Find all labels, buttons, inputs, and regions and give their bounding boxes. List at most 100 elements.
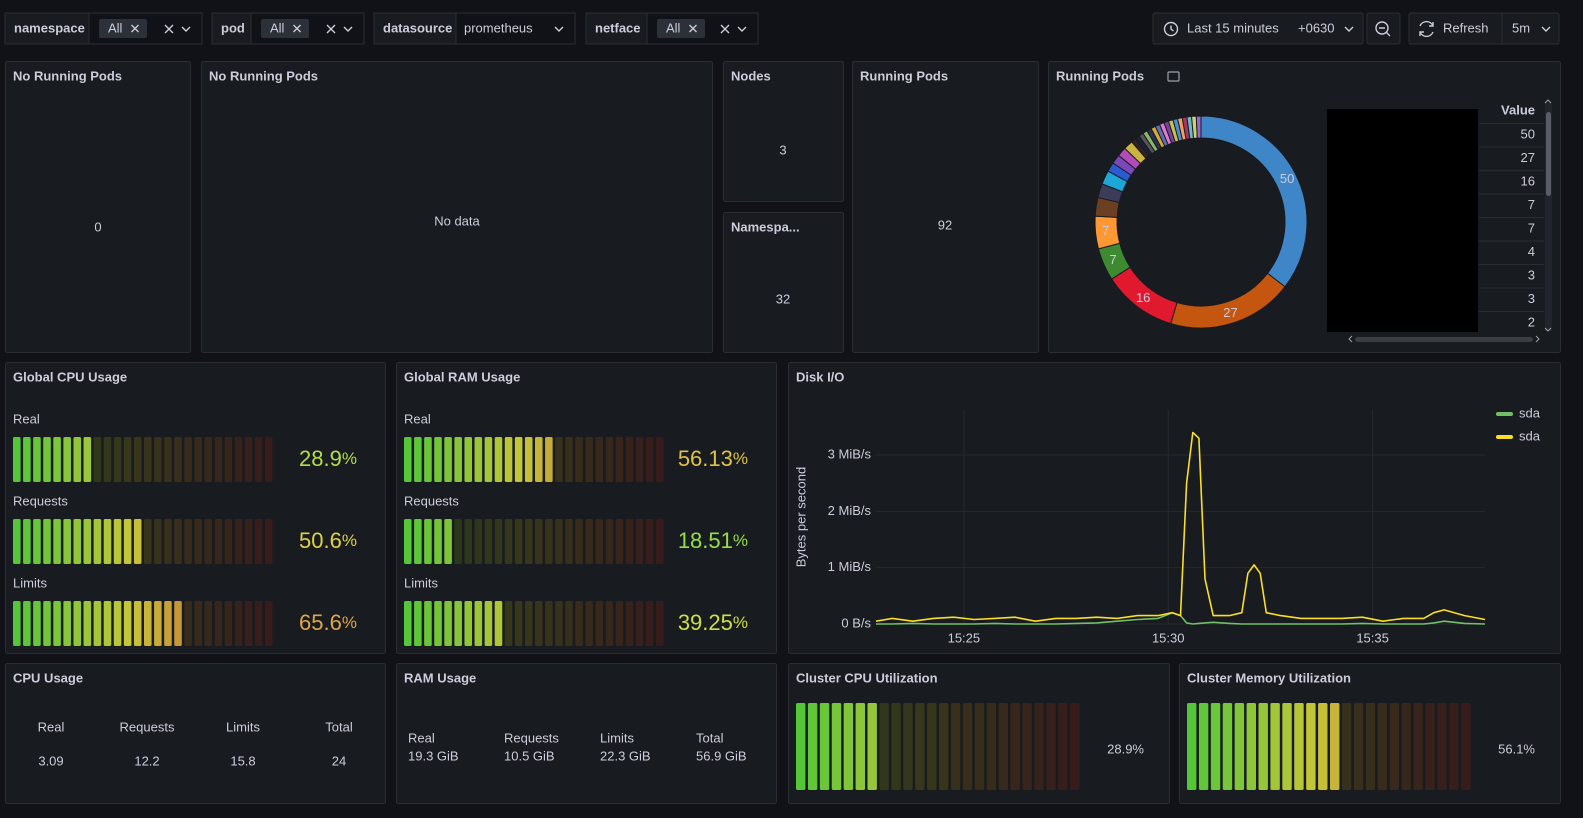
- gauge-cell: [655, 437, 664, 482]
- refresh-button[interactable]: [1408, 12, 1560, 45]
- clear-icon[interactable]: [164, 24, 174, 34]
- gauge-cell: [1010, 703, 1020, 790]
- stat-label: Limits: [600, 730, 634, 745]
- gauge-cell: [464, 437, 473, 482]
- clock-hand: [1170, 25, 1174, 32]
- gauge-cell: [63, 437, 71, 482]
- stat-label: Limits: [226, 719, 260, 734]
- gauge-cell: [555, 601, 563, 646]
- variable-label: namespace: [14, 20, 85, 35]
- gauge-cell: [204, 437, 213, 482]
- gauge-cell: [1187, 703, 1197, 790]
- gauge-cell: [974, 703, 985, 790]
- clear-icon[interactable]: [689, 24, 697, 33]
- gauge-cell: [53, 519, 61, 564]
- gauge-cell: [244, 601, 253, 646]
- gauge-cell: [103, 519, 112, 564]
- gauge-cell: [63, 519, 71, 564]
- gauge-cell: [986, 703, 997, 790]
- gauge-label: Real: [13, 411, 40, 426]
- gauge-cell: [645, 519, 654, 564]
- gauge-value: 56.1%: [1498, 741, 1535, 756]
- gauge-cell: [53, 601, 61, 646]
- slice-label: 27: [1223, 305, 1237, 320]
- gauge-cell: [154, 601, 162, 646]
- stat-value: 0: [94, 219, 101, 234]
- scrollbar-thumb[interactable]: [1546, 112, 1551, 196]
- gauge-cell: [184, 437, 192, 482]
- chevron-icon[interactable]: [554, 26, 564, 32]
- gauge-cell: [144, 601, 152, 646]
- gauge-cell: [83, 601, 92, 646]
- chevron-icon[interactable]: [1344, 26, 1354, 32]
- gauge-cell: [194, 601, 202, 646]
- legend-value: 3: [1528, 267, 1535, 282]
- legend-value: 7: [1528, 220, 1535, 235]
- legend-value: 4: [1528, 244, 1535, 259]
- gauge-cell: [164, 437, 172, 482]
- chevron-icon[interactable]: [737, 26, 747, 32]
- gauge-cell: [605, 437, 614, 482]
- panel-title: Running Pods: [1056, 68, 1144, 83]
- y-tick-label: 2 MiB/s: [828, 503, 872, 518]
- gauge-cell: [174, 519, 182, 564]
- gauge-cell: [424, 437, 432, 482]
- variable-value: All: [666, 20, 681, 35]
- panel-title: Cluster Memory Utilization: [1187, 670, 1351, 685]
- scrollbar-track[interactable]: [1545, 103, 1552, 331]
- variable-select[interactable]: [455, 12, 576, 45]
- gauge-cell: [504, 601, 513, 646]
- gauge-cell: [404, 519, 412, 564]
- h-scrollbar[interactable]: [1355, 337, 1533, 342]
- stat-value: 22.3 GiB: [600, 748, 651, 763]
- gauge-unit: %: [733, 531, 748, 550]
- variable-pill: [657, 19, 705, 38]
- slice-label: 7: [1109, 252, 1116, 267]
- clear-icon[interactable]: [293, 24, 301, 33]
- gauge-cell: [1330, 703, 1340, 790]
- gauge-cell: [1401, 703, 1411, 790]
- gauge-cell: [535, 519, 543, 564]
- gauge-cell: [404, 601, 412, 646]
- gauge-unit: %: [733, 449, 748, 468]
- legend-header: Value: [1501, 102, 1535, 117]
- variable-label: datasource: [383, 20, 452, 35]
- gauge-value: 28.9%: [299, 446, 357, 471]
- gauge-cell: [73, 519, 82, 564]
- gauge-cell: [264, 437, 273, 482]
- gauge-cell: [164, 519, 172, 564]
- chevron-icon[interactable]: [343, 26, 353, 32]
- slice-label: 16: [1136, 290, 1150, 305]
- gauge-cell: [514, 437, 523, 482]
- gauge-cell: [1222, 703, 1233, 790]
- gauge-cell: [164, 601, 172, 646]
- gauge-cell: [1437, 703, 1447, 790]
- clear-icon[interactable]: [326, 24, 336, 34]
- gauge-value: 65.6%: [299, 610, 357, 635]
- chevron-icon[interactable]: [181, 26, 191, 32]
- gauge-cell: [1341, 703, 1352, 790]
- clear-icon[interactable]: [131, 24, 139, 33]
- stat-value: 24: [332, 753, 346, 768]
- refresh-interval: 5m: [1512, 20, 1530, 35]
- gauge-cell: [494, 519, 503, 564]
- gauge-cell: [93, 601, 102, 646]
- gauge-cell: [962, 703, 973, 790]
- legend-label[interactable]: sda: [1519, 405, 1541, 420]
- gauge-cell: [998, 703, 1008, 790]
- gauge-value: 28.9%: [1107, 741, 1144, 756]
- gauge-cell: [555, 519, 563, 564]
- gauge-cell: [484, 437, 493, 482]
- legend-label[interactable]: sda: [1519, 428, 1541, 443]
- gauge-cell: [33, 601, 41, 646]
- clear-icon[interactable]: [720, 24, 730, 34]
- no-data: No data: [434, 213, 480, 228]
- stat-label: Requests: [120, 719, 175, 734]
- stat-value: 3.09: [38, 753, 63, 768]
- gauge-cell: [645, 437, 654, 482]
- time-picker[interactable]: [1152, 12, 1364, 45]
- stat-value: 92: [938, 217, 952, 232]
- chevron-icon[interactable]: [1541, 26, 1551, 32]
- gauge-cell: [264, 519, 273, 564]
